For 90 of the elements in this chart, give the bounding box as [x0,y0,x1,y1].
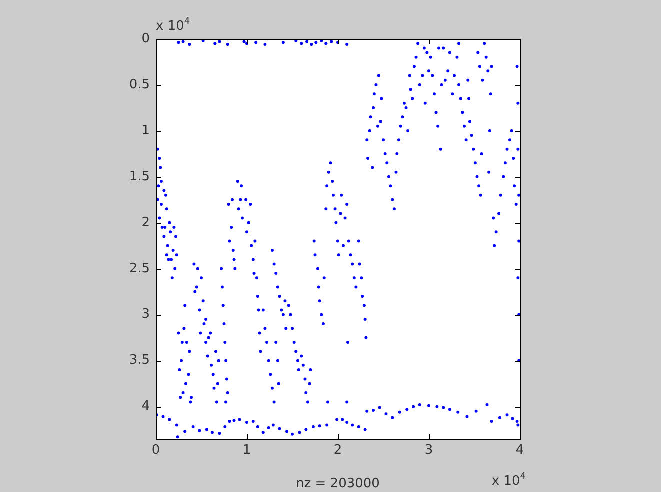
point [466,415,469,418]
point [336,418,339,422]
point [366,410,369,413]
point [188,43,192,46]
point [224,426,227,429]
point [436,405,439,408]
point [498,416,502,420]
point [176,436,180,439]
point [306,40,309,44]
y-tick-label: 0.5 [129,77,150,92]
y-tick-label: 3 [142,307,150,322]
point [310,43,314,46]
point [278,427,282,430]
y-tick-label: 1.5 [129,169,150,184]
point [182,40,185,44]
point [304,428,308,432]
point [456,410,460,414]
x-tick-label: 4 [516,443,524,458]
point [184,430,187,434]
point [346,420,349,424]
point [357,426,360,429]
point [406,408,409,412]
point [448,408,452,412]
point [162,415,165,418]
point [384,412,388,416]
point [168,418,172,422]
point [378,406,382,410]
point [418,403,422,406]
point [177,41,180,44]
x-tick-label: 2 [334,443,342,458]
point [267,426,270,430]
point [474,410,478,413]
point [226,43,230,46]
point [192,426,195,429]
x-axis-title: nz = 203000 [296,476,380,492]
point [490,420,494,424]
point [214,42,217,46]
point [412,405,416,408]
point [326,424,329,427]
text: x 10$^{4}$ [492,472,526,491]
point [286,430,289,434]
point [218,432,222,435]
point [398,410,402,414]
point [205,428,208,432]
point [210,431,214,434]
point [262,431,265,434]
point [516,420,519,424]
point [218,40,222,44]
point [330,40,334,44]
point [228,420,232,424]
text: x 10$^{4}$ [156,17,190,36]
x-tick-label: 3 [424,443,434,458]
point [272,424,275,427]
point [351,424,354,427]
y-tick-label: 2 [142,215,150,230]
point [256,426,260,429]
point [238,418,242,422]
point [364,428,367,432]
point [175,424,178,427]
point [506,414,509,417]
point [318,424,322,428]
point [324,42,328,46]
point [314,41,318,44]
point [198,429,202,432]
y-tick-label: 3.5 [129,353,150,368]
y-tick-label: 0 [142,31,150,46]
point [372,408,375,412]
point [242,40,246,44]
point [442,406,446,410]
y-tick-label: 1 [142,123,150,138]
point [300,42,304,46]
y-tick-label: 2.5 [129,261,150,276]
x-tick-label: 1 [242,443,252,458]
point [511,417,514,420]
point [486,403,489,406]
point [298,431,302,434]
point [254,41,258,44]
point [341,418,344,422]
point [291,432,294,436]
point [428,404,430,408]
point [282,41,285,44]
point [312,426,315,429]
x-tick-label: 0 [152,443,160,458]
point [264,43,267,46]
point [346,43,349,46]
y-tick-label: 4 [142,399,150,414]
point [252,420,255,424]
point [232,419,236,422]
point [391,416,394,420]
point [246,420,248,424]
